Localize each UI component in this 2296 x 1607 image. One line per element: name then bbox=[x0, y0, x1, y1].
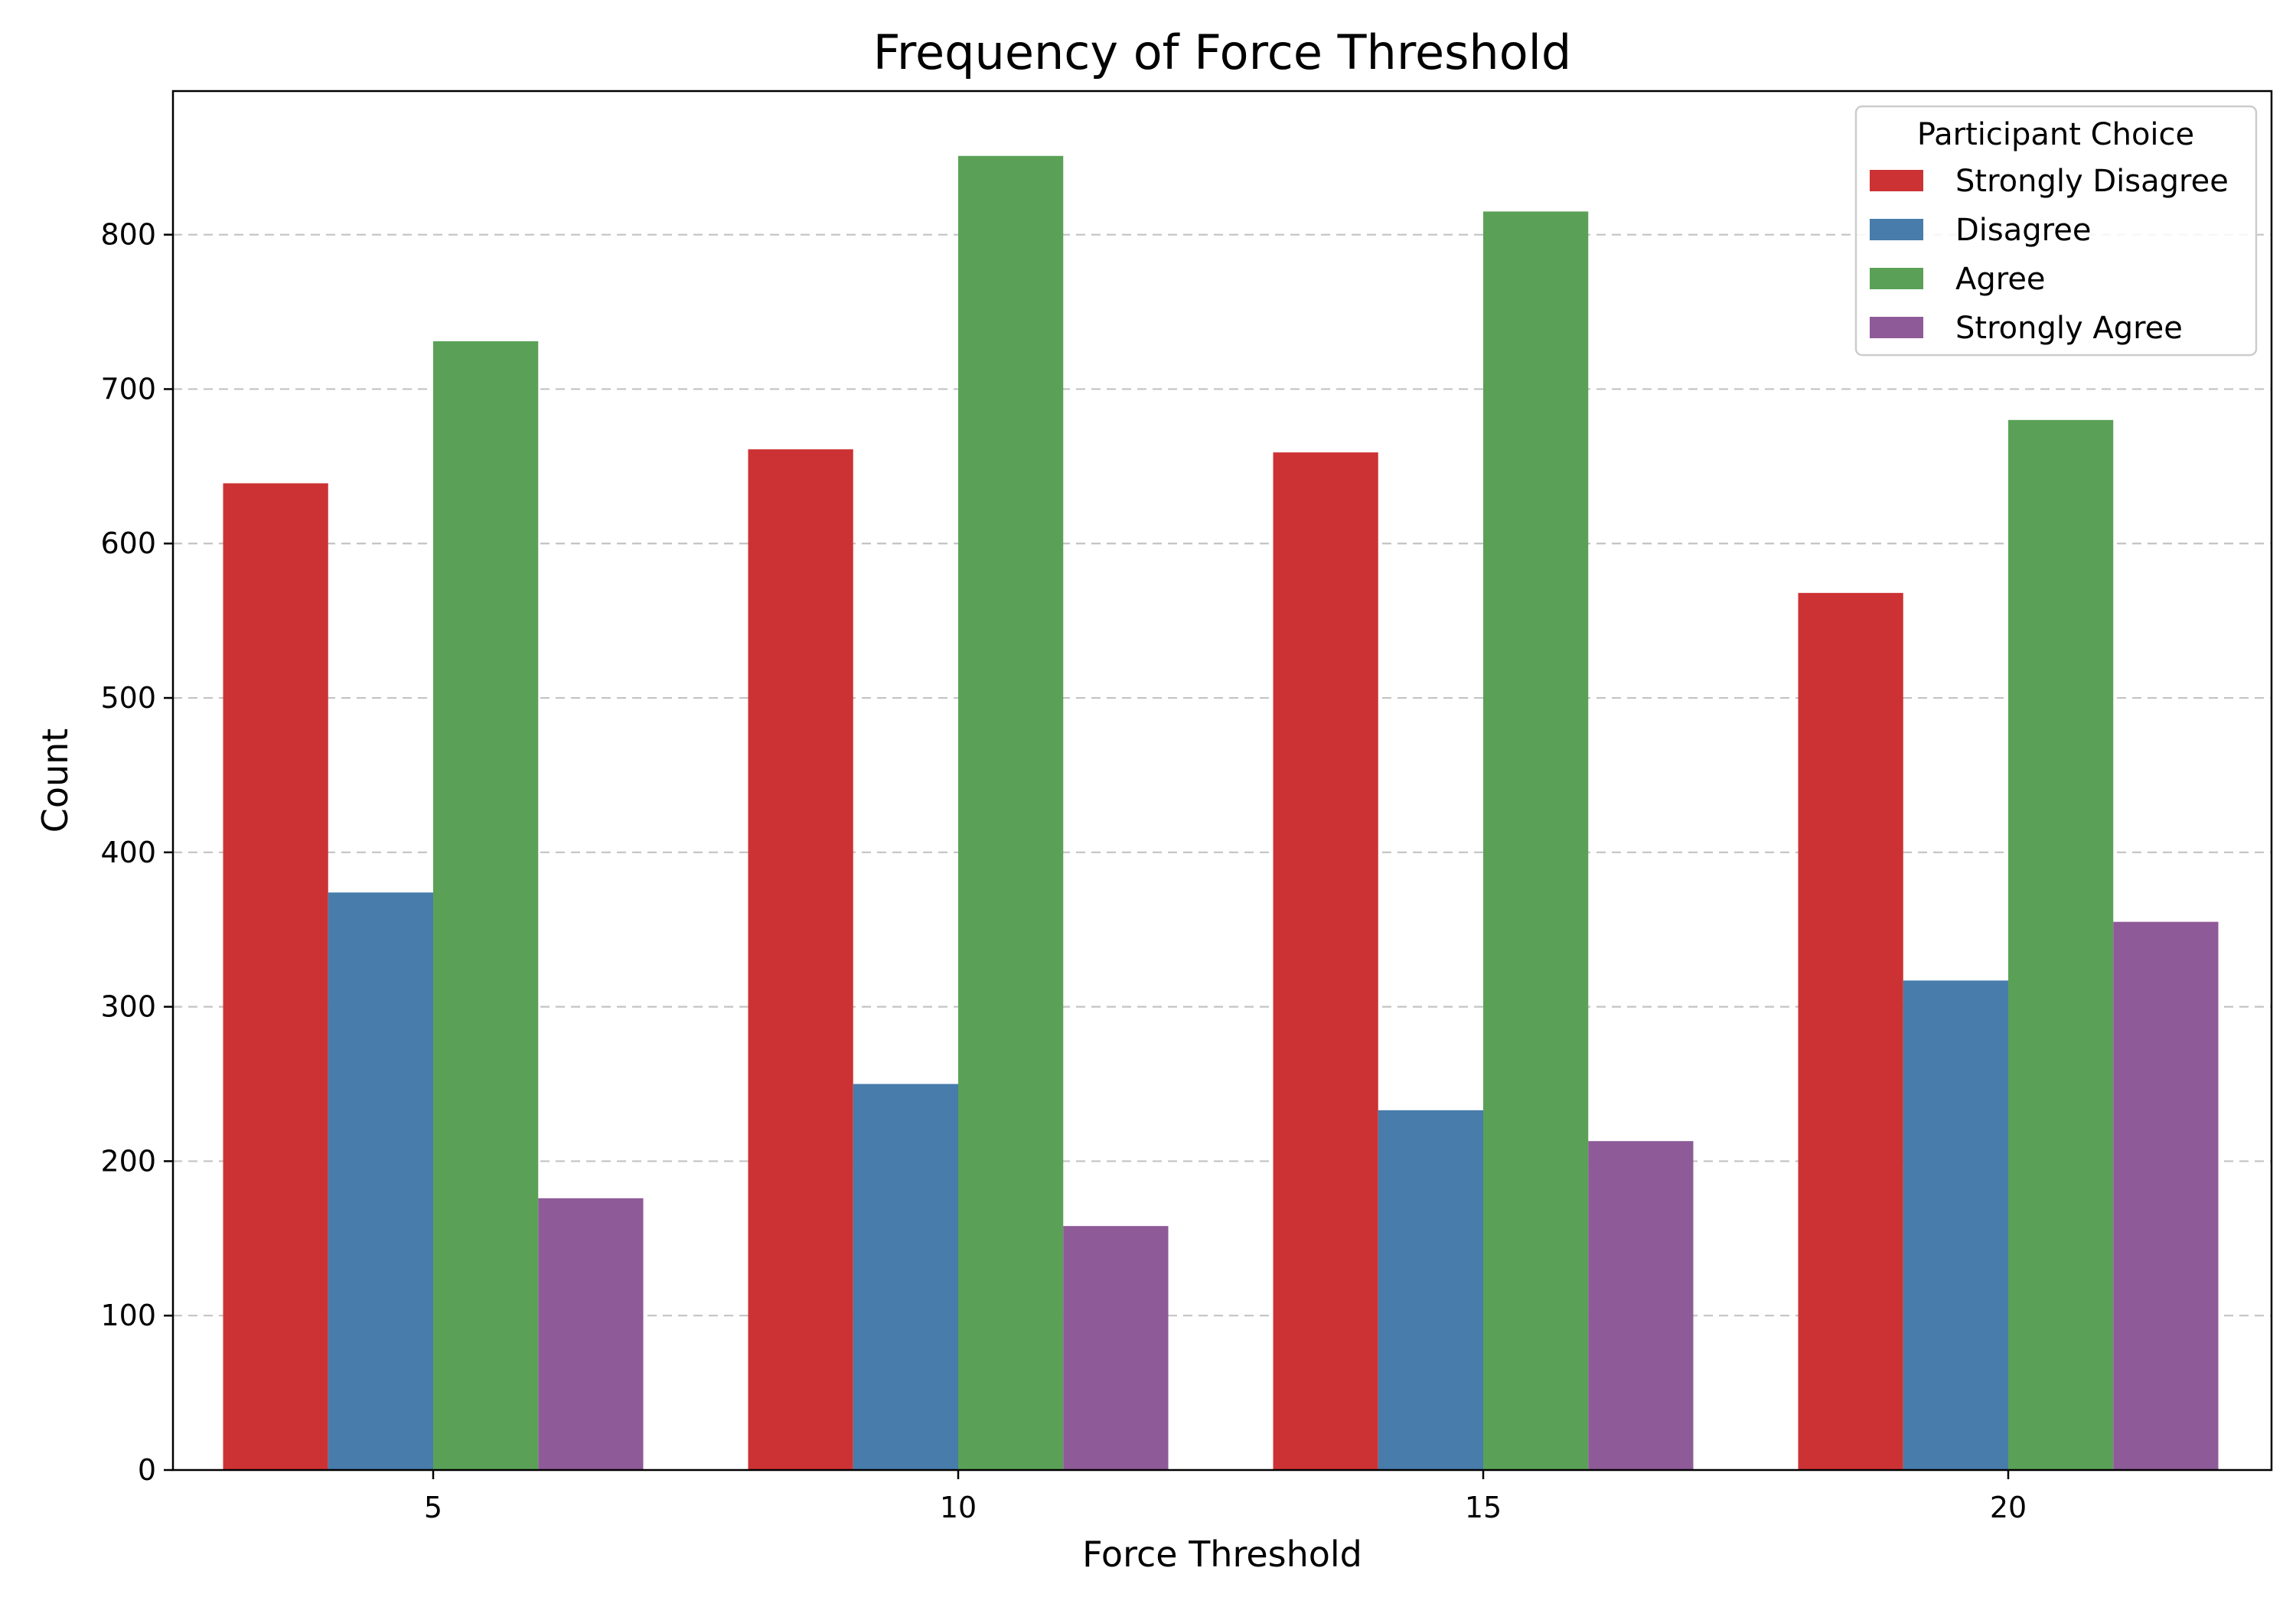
bar bbox=[1063, 1226, 1169, 1470]
legend-label: Strongly Disagree bbox=[1955, 164, 2229, 199]
bar bbox=[2008, 419, 2114, 1470]
y-tick-label: 600 bbox=[100, 526, 156, 560]
x-axis: 5 10 15 20 bbox=[424, 1470, 2027, 1524]
legend-title: Participant Choice bbox=[1917, 117, 2194, 152]
bar bbox=[748, 449, 853, 1471]
legend-swatch bbox=[1870, 268, 1923, 289]
y-tick-label: 100 bbox=[100, 1299, 156, 1332]
bar bbox=[1483, 211, 1589, 1471]
legend-label: Strongly Agree bbox=[1955, 311, 2183, 346]
bar bbox=[328, 892, 433, 1470]
y-axis-label: Count bbox=[34, 729, 76, 833]
bar bbox=[1903, 980, 2008, 1470]
legend-swatch bbox=[1870, 170, 1923, 191]
x-tick-label: 5 bbox=[424, 1491, 442, 1524]
bar bbox=[958, 155, 1064, 1470]
axes-frame bbox=[171, 90, 2273, 1472]
y-tick-label: 200 bbox=[100, 1144, 156, 1178]
y-tick-label: 300 bbox=[100, 990, 156, 1024]
bar bbox=[1273, 452, 1378, 1470]
x-tick-label: 15 bbox=[1465, 1491, 1502, 1524]
legend-swatch bbox=[1870, 219, 1923, 240]
x-axis-label: Force Threshold bbox=[1082, 1534, 1362, 1575]
y-tick-label: 800 bbox=[100, 218, 156, 252]
legend-label: Agree bbox=[1955, 262, 2046, 297]
bar bbox=[223, 483, 328, 1470]
bar bbox=[433, 341, 539, 1470]
bars bbox=[223, 155, 2219, 1471]
bar bbox=[853, 1084, 958, 1470]
legend: Participant Choice Strongly Disagree Disa… bbox=[1854, 105, 2258, 357]
legend-label: Disagree bbox=[1955, 213, 2091, 248]
bar bbox=[1798, 592, 1903, 1471]
bar bbox=[538, 1198, 644, 1470]
legend-swatch bbox=[1870, 317, 1923, 338]
bar bbox=[1378, 1110, 1483, 1470]
x-tick-label: 20 bbox=[1990, 1491, 2027, 1524]
y-axis: 0 100 200 300 400 500 600 700 800 bbox=[100, 218, 173, 1487]
legend-box bbox=[1854, 105, 2258, 357]
y-tick-label: 700 bbox=[100, 372, 156, 406]
y-tick-label: 400 bbox=[100, 836, 156, 869]
chart-title: Frequency of Force Threshold bbox=[873, 24, 1571, 80]
y-tick-label: 0 bbox=[138, 1453, 156, 1487]
bar bbox=[2113, 921, 2219, 1470]
y-tick-label: 500 bbox=[100, 681, 156, 715]
bar bbox=[1588, 1141, 1694, 1470]
x-tick-label: 10 bbox=[940, 1491, 977, 1524]
legend-entries: Strongly Disagree Disagree Agree Strongly A… bbox=[1870, 164, 2229, 346]
